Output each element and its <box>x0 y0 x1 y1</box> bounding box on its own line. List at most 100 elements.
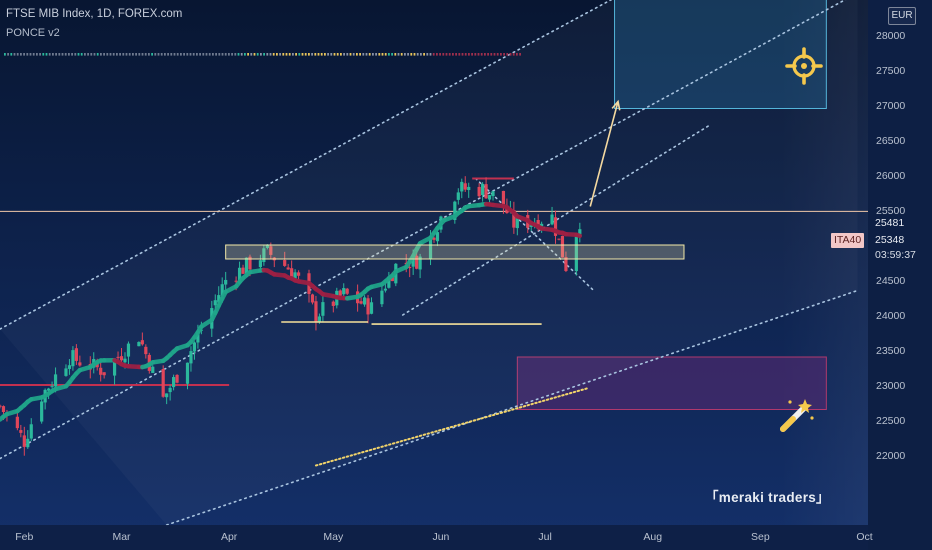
candle-body[interactable] <box>321 302 325 316</box>
candle-body[interactable] <box>265 244 269 248</box>
candle-body[interactable] <box>453 201 457 220</box>
candle-body[interactable] <box>477 186 481 197</box>
candle-body[interactable] <box>362 297 367 305</box>
channel-lower-line[interactable] <box>165 289 859 526</box>
candle-body[interactable] <box>487 195 492 200</box>
candle-body[interactable] <box>463 183 467 190</box>
candle-body[interactable] <box>1 406 6 413</box>
candle-body[interactable] <box>460 181 464 192</box>
candle-body[interactable] <box>550 214 554 225</box>
candle-body[interactable] <box>390 276 394 282</box>
candle-body[interactable] <box>366 298 370 315</box>
candle-body[interactable] <box>491 191 495 197</box>
candle-body[interactable] <box>217 295 221 303</box>
candle-body[interactable] <box>283 260 287 266</box>
candle-body[interactable] <box>99 367 103 375</box>
candle-body[interactable] <box>224 279 228 285</box>
candle-body[interactable] <box>432 237 436 240</box>
candle-body[interactable] <box>317 316 322 323</box>
candle-body[interactable] <box>411 254 415 267</box>
candle-body[interactable] <box>0 405 2 407</box>
candle-body[interactable] <box>418 256 422 270</box>
candle-body[interactable] <box>540 223 544 227</box>
candle-body[interactable] <box>515 216 519 229</box>
candle-body[interactable] <box>116 356 120 358</box>
candle-body[interactable] <box>345 288 349 294</box>
candle-body[interactable] <box>578 229 582 237</box>
candle-body[interactable] <box>435 232 440 242</box>
candle-body[interactable] <box>74 348 78 361</box>
candle-body[interactable] <box>241 267 245 274</box>
candle-body[interactable] <box>553 217 558 236</box>
candle-body[interactable] <box>112 358 117 376</box>
candle-body[interactable] <box>102 372 106 376</box>
candle-body[interactable] <box>557 238 561 240</box>
candle-body[interactable] <box>165 393 169 398</box>
candle-body[interactable] <box>192 342 197 352</box>
resistance-zone-box[interactable] <box>225 244 685 260</box>
candle-body[interactable] <box>168 387 172 393</box>
candle-body[interactable] <box>144 346 148 355</box>
candle-body[interactable] <box>67 365 72 369</box>
demand-zone-box[interactable] <box>516 356 827 410</box>
candle-body[interactable] <box>564 257 568 271</box>
small-channel-line[interactable] <box>401 125 710 316</box>
candle-body[interactable] <box>512 210 516 228</box>
candle-body[interactable] <box>26 438 30 448</box>
candle-body[interactable] <box>286 267 290 270</box>
projection-arrow-shaft[interactable] <box>589 101 619 207</box>
candle-body[interactable] <box>123 358 127 363</box>
candle-body[interactable] <box>331 301 335 306</box>
candle-body[interactable] <box>185 362 190 384</box>
candle-body[interactable] <box>213 300 217 306</box>
currency-button[interactable]: EUR <box>888 7 916 25</box>
candle-body[interactable] <box>64 368 68 376</box>
candle-body[interactable] <box>415 255 419 269</box>
candle-body[interactable] <box>71 350 75 367</box>
candle-body[interactable] <box>189 351 193 364</box>
crosshair-target-icon[interactable] <box>785 47 823 85</box>
candle-body[interactable] <box>380 290 384 305</box>
candle-body[interactable] <box>119 356 124 361</box>
candle-body[interactable] <box>428 236 433 259</box>
candle-body[interactable] <box>29 424 33 439</box>
candle-body[interactable] <box>78 362 82 366</box>
candle-body[interactable] <box>408 267 412 269</box>
candle-body[interactable] <box>47 388 51 391</box>
candle-body[interactable] <box>258 260 262 268</box>
target-zone-box[interactable] <box>614 0 827 109</box>
candle-body[interactable] <box>220 284 224 296</box>
candle-body[interactable] <box>310 294 315 303</box>
candle-body[interactable] <box>15 416 19 429</box>
candle-body[interactable] <box>161 369 165 397</box>
candle-body[interactable] <box>481 183 485 196</box>
candle-body[interactable] <box>262 248 266 263</box>
candle-body[interactable] <box>196 333 200 343</box>
candle-body[interactable] <box>293 272 297 279</box>
candle-body[interactable] <box>467 186 471 191</box>
candle-body[interactable] <box>574 236 578 272</box>
candle-body[interactable] <box>244 257 249 274</box>
candle-body[interactable] <box>560 235 565 258</box>
candle-body[interactable] <box>338 290 342 296</box>
candle-body[interactable] <box>175 374 179 383</box>
candle-body[interactable] <box>137 342 141 347</box>
candle-body[interactable] <box>314 301 318 322</box>
magic-wand-icon[interactable] <box>780 399 814 432</box>
candle-body[interactable] <box>237 267 242 284</box>
candle-body[interactable] <box>22 435 26 447</box>
candle-body[interactable] <box>172 377 176 388</box>
candle-body[interactable] <box>387 276 391 288</box>
candle-body[interactable] <box>248 256 252 270</box>
candle-body[interactable] <box>501 190 506 207</box>
candle-body[interactable] <box>53 374 58 387</box>
candle-body[interactable] <box>296 272 301 276</box>
pullback-trend-line[interactable] <box>474 177 595 292</box>
candle-body[interactable] <box>359 301 363 304</box>
candle-body[interactable] <box>269 246 273 255</box>
candle-body[interactable] <box>383 288 387 291</box>
candle-body[interactable] <box>151 366 155 373</box>
candle-body[interactable] <box>369 302 374 314</box>
candle-body[interactable] <box>290 268 294 278</box>
